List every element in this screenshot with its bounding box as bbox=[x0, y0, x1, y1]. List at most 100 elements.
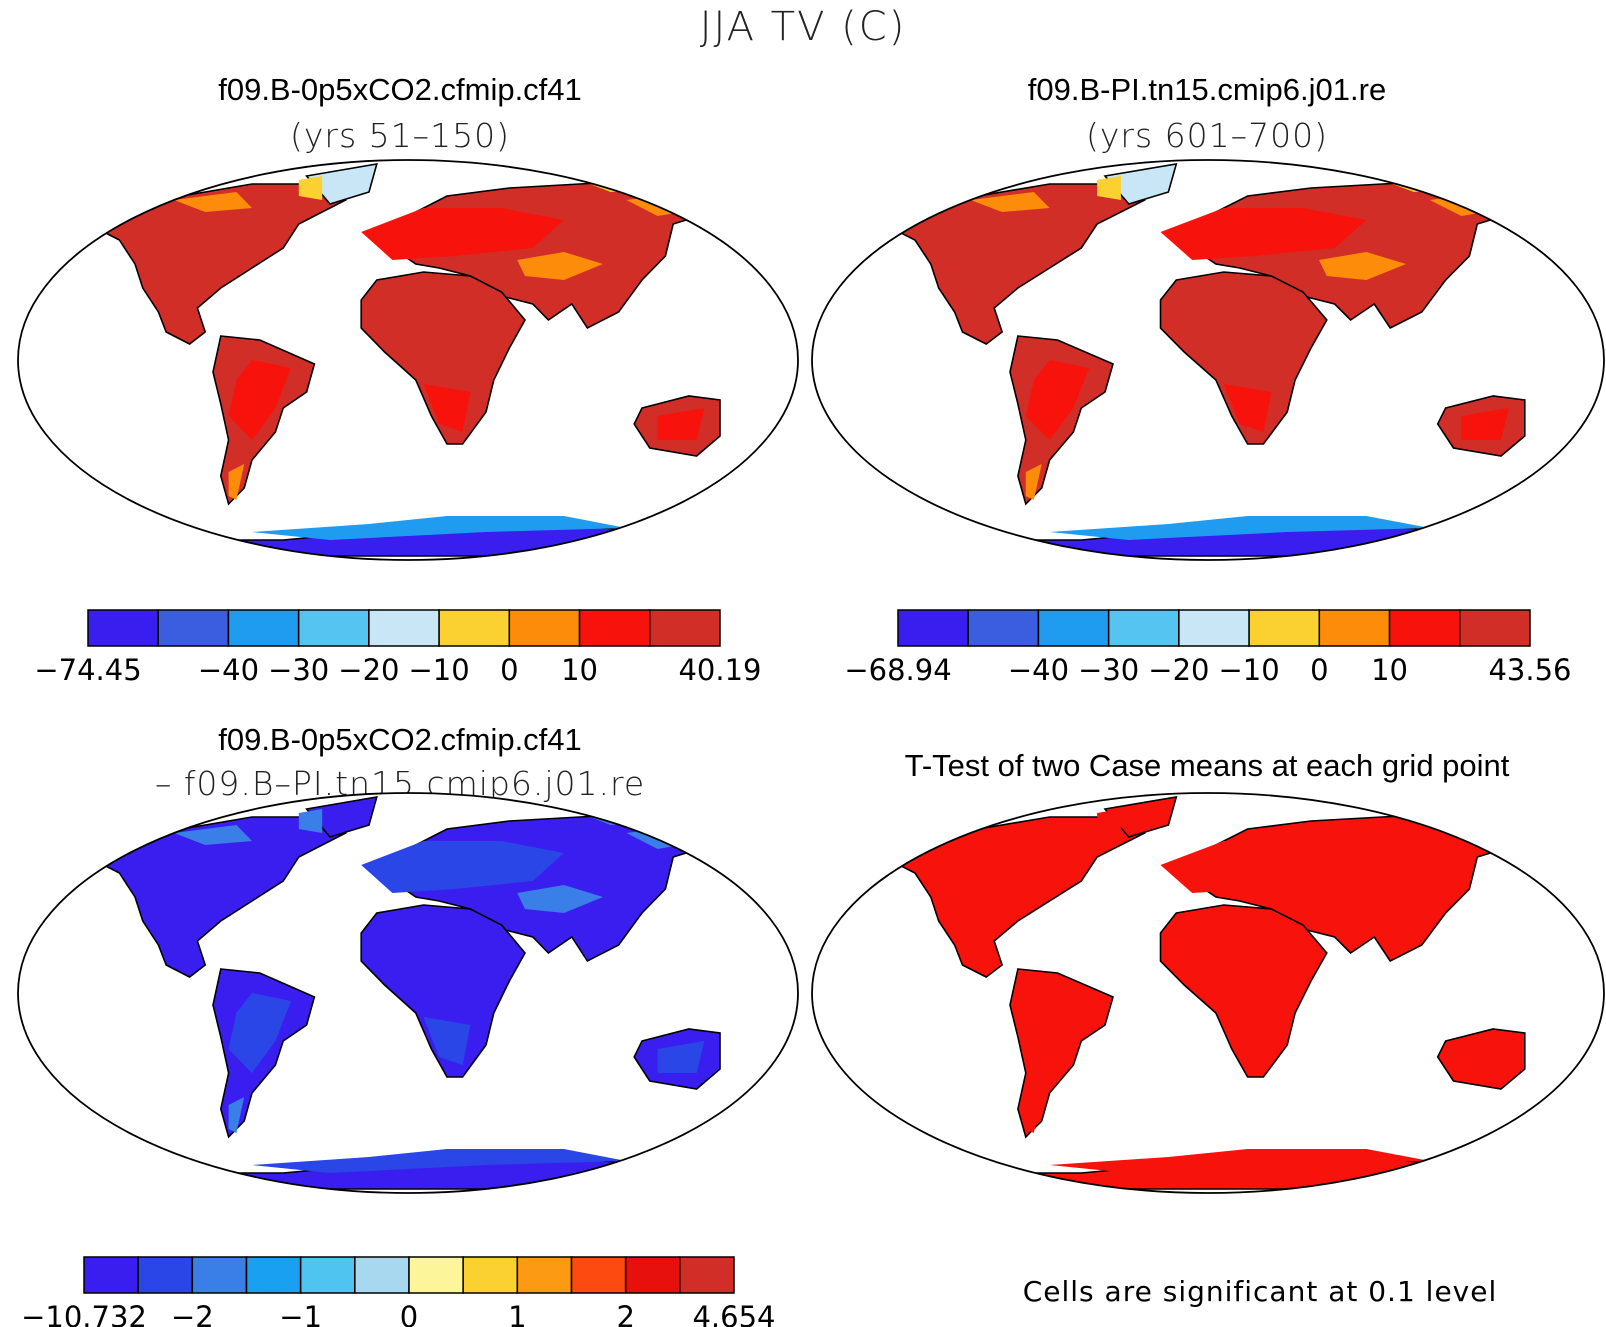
value-patch bbox=[1025, 360, 1090, 440]
colorbar-tick-label: 10 bbox=[561, 653, 598, 687]
value-patch bbox=[1025, 464, 1042, 500]
value-patch bbox=[1049, 1149, 1430, 1173]
value-patch bbox=[1318, 252, 1406, 280]
value-patch bbox=[174, 192, 252, 212]
colorbar-tick-label: 2 bbox=[616, 1300, 634, 1327]
colorbar-swatch bbox=[297, 609, 370, 647]
colorbar-swatch bbox=[137, 1256, 194, 1294]
map-panel-4 bbox=[811, 792, 1605, 1194]
value-patch bbox=[970, 825, 1050, 845]
value-patch bbox=[252, 516, 627, 540]
colorbar-swatch bbox=[649, 609, 721, 647]
colorbar-tick-label: 10 bbox=[1371, 653, 1408, 687]
landmass-africa bbox=[360, 904, 526, 1078]
landmass-africa bbox=[360, 271, 526, 445]
colorbar-swatch bbox=[967, 609, 1040, 647]
value-patch bbox=[517, 885, 603, 913]
colorbar-swatch bbox=[1037, 609, 1110, 647]
colorbar-tick-label: −40 bbox=[1008, 653, 1069, 687]
colorbar-tick-label: −68.94 bbox=[844, 653, 951, 687]
figure-title: JJA TV (C) bbox=[699, 4, 907, 50]
colorbar-tick-label: 4.654 bbox=[692, 1300, 775, 1327]
colorbar-3: −10.732 −2 −1 0 1 2 4.654 bbox=[21, 1256, 776, 1327]
colorbar-swatch bbox=[83, 1256, 139, 1294]
map-panel-3 bbox=[17, 792, 799, 1194]
colorbar-swatch bbox=[462, 1256, 519, 1294]
colorbar-tick-label: 40.19 bbox=[678, 653, 761, 687]
map-outline bbox=[17, 159, 799, 561]
value-patch bbox=[298, 809, 323, 833]
colorbar-swatch bbox=[408, 1256, 464, 1294]
colorbar-tick-label: −20 bbox=[338, 653, 399, 687]
colorbar-swatch bbox=[508, 609, 581, 647]
colorbar-swatch bbox=[897, 609, 969, 647]
value-patch bbox=[1049, 516, 1430, 540]
map-panel-2 bbox=[811, 159, 1605, 561]
colorbar-swatch bbox=[1318, 609, 1391, 647]
value-patch bbox=[1097, 176, 1121, 200]
value-patch bbox=[423, 384, 471, 432]
value-patch bbox=[228, 993, 291, 1073]
value-patch bbox=[228, 360, 291, 440]
panel-2-subtitle: (yrs 601–700) bbox=[1085, 116, 1328, 155]
landmass-africa bbox=[1159, 271, 1328, 445]
value-patch bbox=[228, 1097, 245, 1133]
colorbar-2: −68.94 −40 −30 −20 −10 0 10 43.56 bbox=[844, 609, 1572, 687]
value-patch bbox=[970, 192, 1050, 212]
landmass-africa bbox=[1159, 904, 1328, 1078]
value-patch bbox=[1025, 993, 1090, 1073]
colorbar-swatch bbox=[299, 1256, 356, 1294]
colorbar-tick-label: −74.45 bbox=[34, 653, 141, 687]
value-patch bbox=[252, 1149, 627, 1173]
value-patch bbox=[1461, 408, 1509, 440]
colorbar-tick-label: −1 bbox=[279, 1300, 322, 1327]
significance-footnote: Cells are significant at 0.1 level bbox=[1022, 1275, 1498, 1308]
value-patch bbox=[1097, 809, 1121, 833]
value-patch bbox=[361, 841, 564, 893]
colorbar-tick-label: −10.732 bbox=[21, 1300, 147, 1327]
value-patch bbox=[298, 176, 323, 200]
panel-2-title: f09.B-PI.tn15.cmip6.j01.re bbox=[1027, 72, 1387, 107]
colorbar-tick-label: −10 bbox=[1219, 653, 1280, 687]
colorbar-swatch bbox=[1459, 609, 1531, 647]
colorbar-tick-label: 0 bbox=[500, 653, 518, 687]
value-patch bbox=[1461, 1041, 1509, 1073]
map-panel-1 bbox=[17, 159, 799, 561]
value-patch bbox=[423, 1017, 471, 1065]
colorbar-tick-label: −2 bbox=[171, 1300, 214, 1327]
colorbar-swatch bbox=[227, 609, 300, 647]
colorbar-swatch bbox=[245, 1256, 302, 1294]
value-patch bbox=[657, 408, 705, 440]
panel-1-title: f09.B-0p5xCO2.cfmip.cf41 bbox=[218, 72, 582, 107]
value-patch bbox=[1160, 208, 1367, 260]
value-patch bbox=[1025, 1097, 1042, 1133]
value-patch bbox=[1318, 885, 1406, 913]
colorbar-tick-label: −10 bbox=[409, 653, 470, 687]
colorbar-swatch bbox=[438, 609, 511, 647]
colorbar-tick-label: 0 bbox=[1310, 653, 1328, 687]
value-patch bbox=[174, 825, 252, 845]
colorbar-tick-label: −30 bbox=[268, 653, 329, 687]
colorbar-swatch bbox=[679, 1256, 735, 1294]
colorbar-swatch bbox=[368, 609, 440, 647]
colorbar-swatch bbox=[191, 1256, 248, 1294]
colorbar-swatch bbox=[570, 1256, 627, 1294]
panel-3-title: f09.B-0p5xCO2.cfmip.cf41 bbox=[218, 722, 582, 757]
colorbar-tick-label: −20 bbox=[1148, 653, 1209, 687]
map-outline bbox=[811, 159, 1605, 561]
colorbar-swatch bbox=[624, 1256, 681, 1294]
value-patch bbox=[1160, 841, 1367, 893]
value-patch bbox=[657, 1041, 705, 1073]
value-patch bbox=[517, 252, 603, 280]
panel-4-title: T-Test of two Case means at each grid po… bbox=[904, 748, 1510, 783]
colorbar-swatch bbox=[87, 609, 159, 647]
map-outline bbox=[17, 792, 799, 1194]
colorbar-swatch bbox=[516, 1256, 573, 1294]
value-patch bbox=[361, 208, 564, 260]
colorbar-swatch bbox=[578, 609, 651, 647]
colorbar-swatch bbox=[1248, 609, 1321, 647]
colorbar-swatch bbox=[1107, 609, 1180, 647]
colorbar-swatch bbox=[1388, 609, 1461, 647]
value-patch bbox=[1223, 1017, 1272, 1065]
